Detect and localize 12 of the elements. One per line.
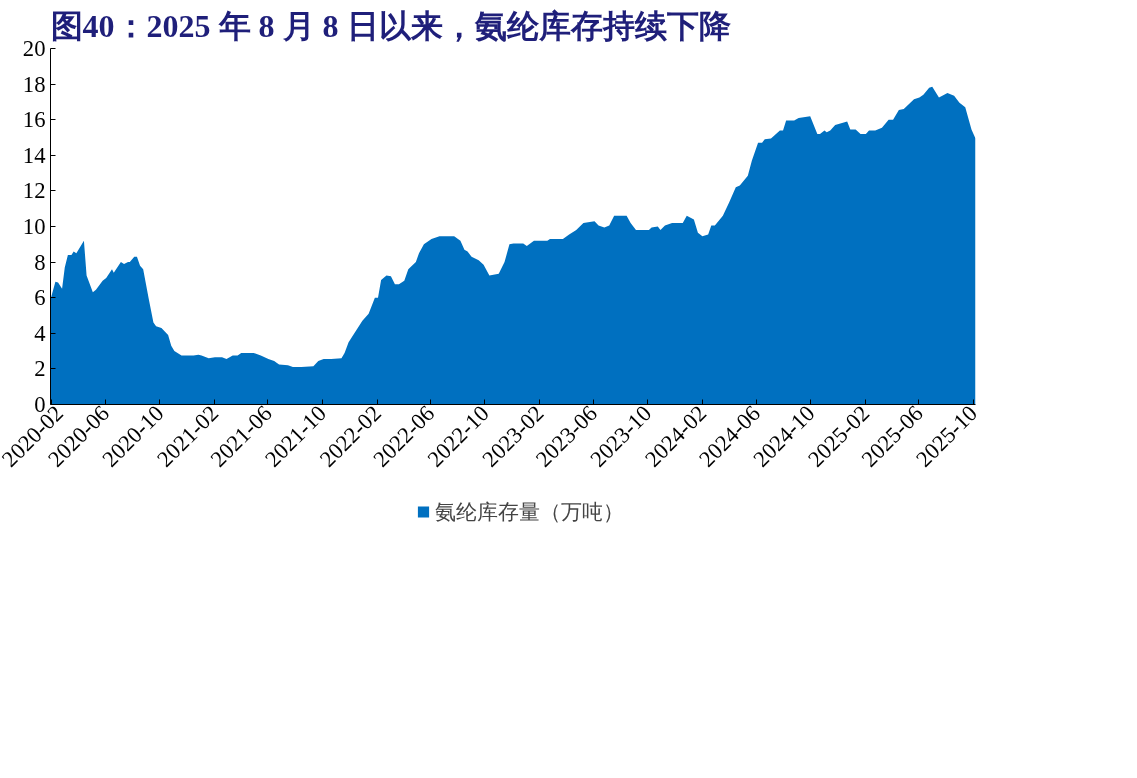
y-tick-label: 2: [34, 356, 46, 382]
y-tick-label: 4: [34, 320, 46, 346]
y-tick-label: 10: [22, 214, 46, 239]
legend-label: 氨纶库存量（万吨）: [435, 498, 624, 526]
y-tick-label: 8: [34, 249, 46, 275]
y-tick-label: 6: [34, 285, 46, 311]
y-tick-label: 16: [22, 107, 46, 133]
y-tick-label: 12: [22, 178, 46, 204]
y-tick-label: 14: [22, 142, 46, 168]
chart-title: 图40：2025 年 8 月 8 日以来，氨纶库存持续下降: [50, 7, 731, 44]
y-tick-label: 20: [22, 36, 46, 61]
y-tick-label: 18: [22, 71, 46, 97]
